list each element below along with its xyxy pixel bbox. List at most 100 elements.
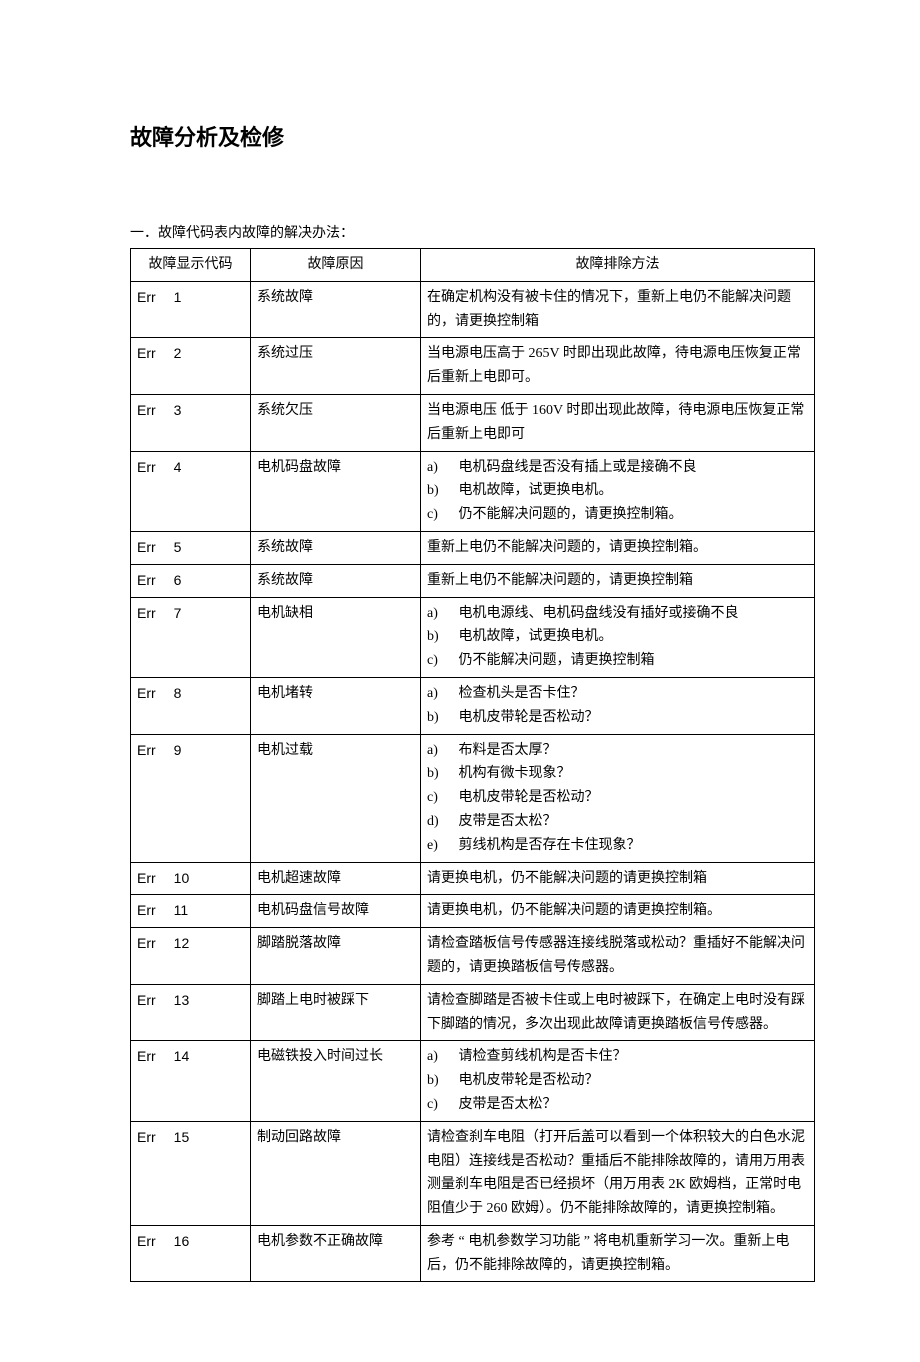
solution-item-key: b)	[427, 1069, 455, 1093]
cause-cell: 电机超速故障	[251, 862, 421, 895]
solution-item-text: 电机皮带轮是否松动？	[455, 710, 599, 725]
solution-cell: 当电源电压 低于 160V 时即出现此故障，待电源电压恢复正常后重新上电即可	[421, 394, 815, 451]
code-cell: Err 15	[131, 1121, 251, 1225]
solution-item: c) 电机皮带轮是否松动？	[427, 786, 808, 810]
code-num: 8	[174, 682, 182, 706]
solution-cell: 请更换电机，仍不能解决问题的请更换控制箱	[421, 862, 815, 895]
table-row: Err 5 系统故障重新上电仍不能解决问题的，请更换控制箱。	[131, 531, 815, 564]
cause-cell: 电机码盘信号故障	[251, 895, 421, 928]
document-page: 故障分析及检修 一．故障代码表内故障的解决办法： 故障显示代码 故障原因 故障排…	[0, 0, 920, 1362]
cause-cell: 电机参数不正确故障	[251, 1225, 421, 1282]
solution-line: 当电源电压高于 265V 时即出现此故障，待电源电压恢复正常后重新上电即可。	[427, 342, 808, 390]
solution-item: c) 皮带是否太松？	[427, 1093, 808, 1117]
code-cell: Err 8	[131, 677, 251, 734]
code-cell: Err 14	[131, 1041, 251, 1121]
solution-item: b) 电机故障，试更换电机。	[427, 479, 808, 503]
header-solution: 故障排除方法	[421, 249, 815, 282]
solution-line: 当电源电压 低于 160V 时即出现此故障，待电源电压恢复正常后重新上电即可	[427, 399, 808, 447]
code-cell: Err 2	[131, 338, 251, 395]
code-err: Err	[137, 536, 156, 560]
solution-item: a) 电机码盘线是否没有插上或是接确不良	[427, 456, 808, 480]
solution-line: 请检查踏板信号传感器连接线脱落或松动？重插好不能解决问题的，请更换踏板信号传感器…	[427, 932, 808, 980]
code-num: 15	[174, 1126, 190, 1150]
code-err: Err	[137, 1230, 156, 1254]
code-err: Err	[137, 342, 156, 366]
table-row: Err13脚踏上电时被踩下请检查脚踏是否被卡住或上电时被踩下，在确定上电时没有踩…	[131, 984, 815, 1041]
header-code: 故障显示代码	[131, 249, 251, 282]
cause-cell: 电机过载	[251, 734, 421, 862]
solution-line: 参考 “ 电机参数学习功能 ” 将电机重新学习一次。重新上电后，仍不能排除故障的…	[427, 1230, 808, 1278]
fault-table: 故障显示代码 故障原因 故障排除方法 Err1系统故障在确定机构没有被卡住的情况…	[130, 248, 815, 1282]
solution-item-key: c)	[427, 649, 455, 673]
solution-cell: 当电源电压高于 265V 时即出现此故障，待电源电压恢复正常后重新上电即可。	[421, 338, 815, 395]
solution-item: b) 电机皮带轮是否松动？	[427, 706, 808, 730]
solution-line: 请更换电机，仍不能解决问题的请更换控制箱。	[427, 899, 808, 923]
solution-item-text: 仍不能解决问题，请更换控制箱	[455, 653, 655, 668]
cause-cell: 系统故障	[251, 531, 421, 564]
code-cell: Err4	[131, 451, 251, 531]
solution-item-key: a)	[427, 739, 455, 763]
table-row: Err9电机过载a) 布料是否太厚？b) 机构有微卡现象？c) 电机皮带轮是否松…	[131, 734, 815, 862]
solution-cell: a) 请检查剪线机构是否卡住？b) 电机皮带轮是否松动？c) 皮带是否太松？	[421, 1041, 815, 1121]
code-err: Err	[137, 456, 156, 480]
solution-cell: 参考 “ 电机参数学习功能 ” 将电机重新学习一次。重新上电后，仍不能排除故障的…	[421, 1225, 815, 1282]
solution-item-key: a)	[427, 456, 455, 480]
table-row: Err14电磁铁投入时间过长a) 请检查剪线机构是否卡住？b) 电机皮带轮是否松…	[131, 1041, 815, 1121]
table-row: Err6系统故障重新上电仍不能解决问题的，请更换控制箱	[131, 564, 815, 597]
solution-item: b) 电机故障，试更换电机。	[427, 625, 808, 649]
cause-cell: 系统欠压	[251, 394, 421, 451]
solution-item-key: c)	[427, 503, 455, 527]
solution-cell: 请检查踏板信号传感器连接线脱落或松动？重插好不能解决问题的，请更换踏板信号传感器…	[421, 928, 815, 985]
solution-line: 请更换电机，仍不能解决问题的请更换控制箱	[427, 867, 808, 891]
code-num: 2	[174, 342, 182, 366]
table-row: Err12脚踏脱落故障请检查踏板信号传感器连接线脱落或松动？重插好不能解决问题的…	[131, 928, 815, 985]
code-err: Err	[137, 682, 156, 706]
table-row: Err15制动回路故障请检查刹车电阻（打开后盖可以看到一个体积较大的白色水泥电阻…	[131, 1121, 815, 1225]
code-err: Err	[137, 899, 156, 923]
table-row: Err3系统欠压当电源电压 低于 160V 时即出现此故障，待电源电压恢复正常后…	[131, 394, 815, 451]
solution-cell: a) 电机电源线、电机码盘线没有插好或接确不良b) 电机故障，试更换电机。c) …	[421, 597, 815, 677]
code-err: Err	[137, 989, 156, 1013]
table-header-row: 故障显示代码 故障原因 故障排除方法	[131, 249, 815, 282]
code-num: 14	[174, 1045, 190, 1069]
cause-cell: 系统故障	[251, 564, 421, 597]
table-row: Err16电机参数不正确故障参考 “ 电机参数学习功能 ” 将电机重新学习一次。…	[131, 1225, 815, 1282]
solution-item-key: c)	[427, 786, 455, 810]
code-num: 7	[174, 602, 182, 626]
solution-item: b) 电机皮带轮是否松动？	[427, 1069, 808, 1093]
solution-item-text: 电机皮带轮是否松动？	[455, 1073, 599, 1088]
code-err: Err	[137, 286, 156, 310]
solution-line: 重新上电仍不能解决问题的，请更换控制箱。	[427, 536, 808, 560]
solution-item: d) 皮带是否太松？	[427, 810, 808, 834]
code-err: Err	[137, 1126, 156, 1150]
solution-item-text: 电机故障，试更换电机。	[455, 483, 613, 498]
solution-item-key: e)	[427, 834, 455, 858]
code-cell: Err 10	[131, 862, 251, 895]
code-num: 3	[174, 399, 182, 423]
header-cause: 故障原因	[251, 249, 421, 282]
table-row: Err1系统故障在确定机构没有被卡住的情况下，重新上电仍不能解决问题的，请更换控…	[131, 281, 815, 338]
solution-item: a) 检查机头是否卡住？	[427, 682, 808, 706]
code-num: 10	[174, 867, 190, 891]
cause-cell: 系统故障	[251, 281, 421, 338]
solution-item-text: 布料是否太厚？	[455, 743, 557, 758]
solution-item: a) 电机电源线、电机码盘线没有插好或接确不良	[427, 602, 808, 626]
table-row: Err 10 电机超速故障请更换电机，仍不能解决问题的请更换控制箱	[131, 862, 815, 895]
solution-cell: a) 布料是否太厚？b) 机构有微卡现象？c) 电机皮带轮是否松动？d) 皮带是…	[421, 734, 815, 862]
solution-item-key: b)	[427, 706, 455, 730]
code-num: 9	[174, 739, 182, 763]
code-num: 12	[174, 932, 190, 956]
solution-item-text: 电机码盘线是否没有插上或是接确不良	[455, 460, 697, 475]
code-cell: Err3	[131, 394, 251, 451]
code-err: Err	[137, 1045, 156, 1069]
solution-item-key: c)	[427, 1093, 455, 1117]
code-num: 5	[174, 536, 182, 560]
cause-cell: 脚踏脱落故障	[251, 928, 421, 985]
code-err: Err	[137, 867, 156, 891]
solution-cell: 重新上电仍不能解决问题的，请更换控制箱。	[421, 531, 815, 564]
cause-cell: 系统过压	[251, 338, 421, 395]
table-row: Err4电机码盘故障a) 电机码盘线是否没有插上或是接确不良b) 电机故障，试更…	[131, 451, 815, 531]
table-row: Err11电机码盘信号故障请更换电机，仍不能解决问题的请更换控制箱。	[131, 895, 815, 928]
solution-cell: a) 电机码盘线是否没有插上或是接确不良b) 电机故障，试更换电机。c) 仍不能…	[421, 451, 815, 531]
cause-cell: 电机缺相	[251, 597, 421, 677]
